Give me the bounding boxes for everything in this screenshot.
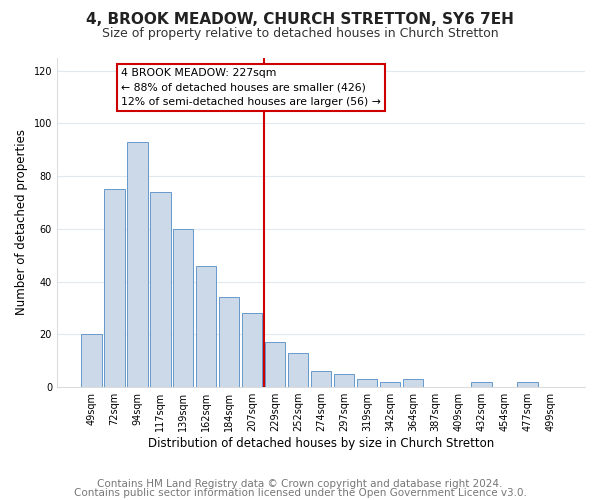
X-axis label: Distribution of detached houses by size in Church Stretton: Distribution of detached houses by size … — [148, 437, 494, 450]
Bar — [334, 374, 354, 387]
Bar — [242, 314, 262, 387]
Bar — [265, 342, 286, 387]
Bar — [104, 190, 125, 387]
Bar — [150, 192, 170, 387]
Bar — [81, 334, 101, 387]
Bar — [380, 382, 400, 387]
Text: Contains HM Land Registry data © Crown copyright and database right 2024.: Contains HM Land Registry data © Crown c… — [97, 479, 503, 489]
Bar — [127, 142, 148, 387]
Text: Contains public sector information licensed under the Open Government Licence v3: Contains public sector information licen… — [74, 488, 526, 498]
Bar — [356, 379, 377, 387]
Bar — [196, 266, 217, 387]
Bar — [472, 382, 492, 387]
Bar — [517, 382, 538, 387]
Text: 4 BROOK MEADOW: 227sqm
← 88% of detached houses are smaller (426)
12% of semi-de: 4 BROOK MEADOW: 227sqm ← 88% of detached… — [121, 68, 381, 107]
Bar — [403, 379, 423, 387]
Bar — [287, 353, 308, 387]
Bar — [173, 229, 193, 387]
Y-axis label: Number of detached properties: Number of detached properties — [15, 130, 28, 316]
Text: Size of property relative to detached houses in Church Stretton: Size of property relative to detached ho… — [101, 28, 499, 40]
Bar — [311, 372, 331, 387]
Bar — [219, 298, 239, 387]
Text: 4, BROOK MEADOW, CHURCH STRETTON, SY6 7EH: 4, BROOK MEADOW, CHURCH STRETTON, SY6 7E… — [86, 12, 514, 28]
